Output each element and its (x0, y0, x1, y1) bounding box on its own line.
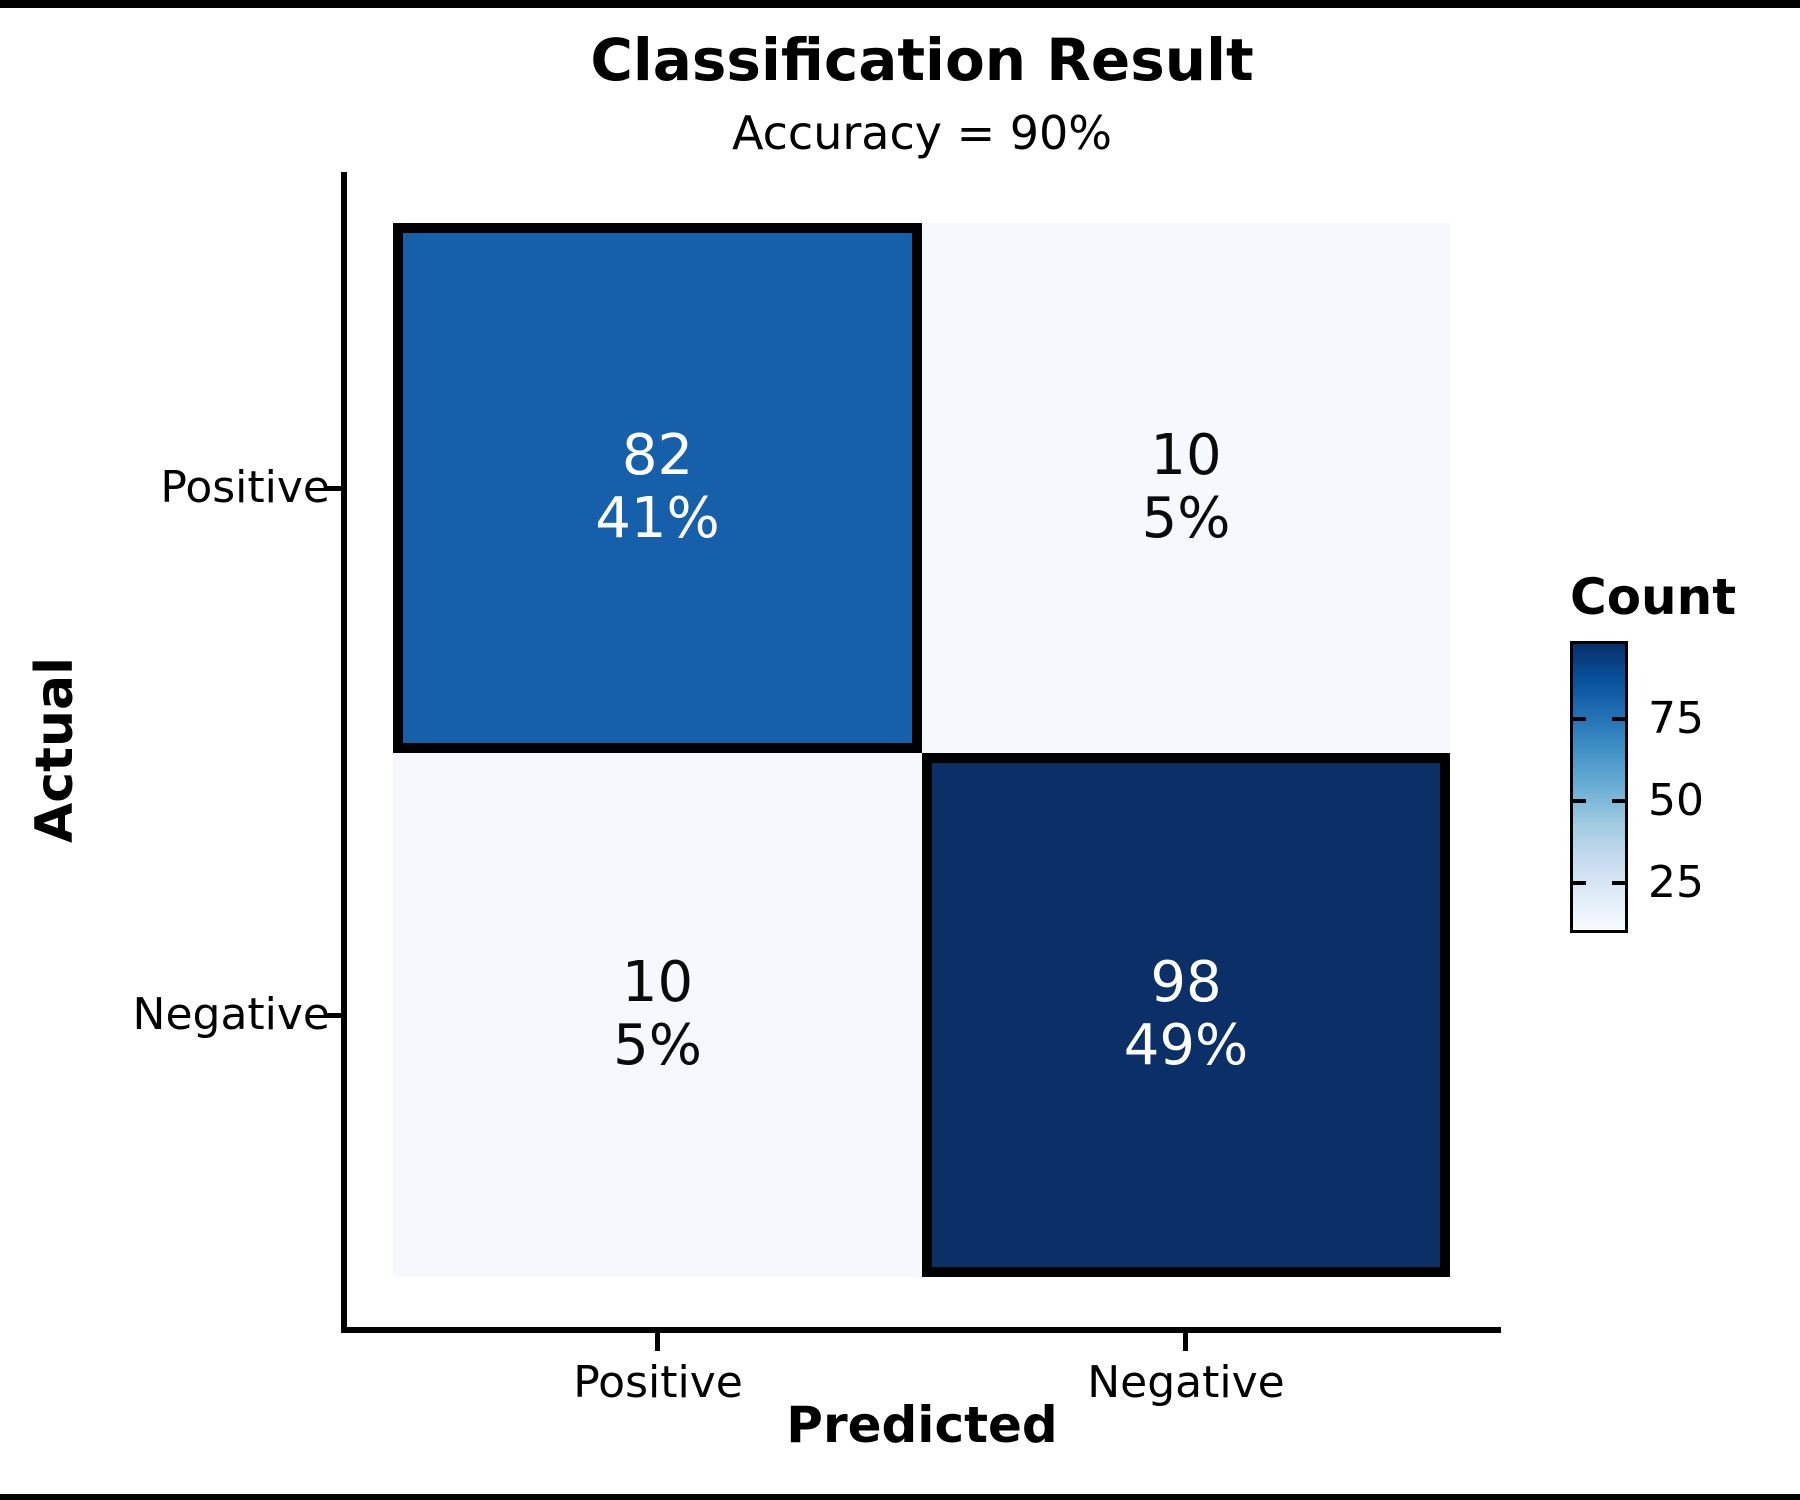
x-axis-line (341, 1327, 1501, 1333)
top-letterbox-bar (0, 0, 1800, 8)
x-axis-tick-positive (655, 1333, 660, 1351)
colorbar-label-50: 50 (1648, 775, 1704, 826)
cell-actual-negative-predicted-positive: 10 5% (393, 753, 922, 1277)
colorbar-tick-75-right (1612, 717, 1625, 721)
colorbar-tick-50-right (1612, 799, 1625, 803)
y-axis-title: Actual (25, 657, 85, 843)
cell-percent: 5% (1141, 486, 1231, 551)
colorbar-tick-50-left (1573, 799, 1586, 803)
legend-title: Count (1570, 568, 1737, 626)
y-tick-label-positive: Positive (160, 462, 330, 513)
cell-actual-positive-predicted-negative: 10 5% (922, 223, 1450, 753)
cell-percent: 49% (1123, 1013, 1249, 1078)
colorbar-label-75: 75 (1648, 693, 1704, 744)
cell-count: 82 (621, 423, 694, 489)
x-axis-title: Predicted (786, 1396, 1058, 1454)
cell-count: 98 (1150, 950, 1222, 1016)
colorbar-tick-75-left (1573, 717, 1586, 721)
x-tick-label-negative: Negative (1087, 1357, 1285, 1408)
legend-colorbar (1570, 641, 1628, 933)
y-axis-line (341, 172, 347, 1330)
chart-title: Classification Result (590, 26, 1254, 94)
y-tick-label-negative: Negative (132, 989, 330, 1040)
colorbar-label-25: 25 (1648, 857, 1704, 908)
cell-percent: 5% (613, 1013, 702, 1078)
chart-subtitle: Accuracy = 90% (731, 106, 1113, 160)
cell-percent: 41% (595, 486, 720, 551)
y-axis-tick-positive (324, 486, 342, 491)
y-axis-tick-negative (324, 1013, 342, 1018)
x-tick-label-positive: Positive (573, 1357, 743, 1408)
bottom-letterbox-bar (0, 1494, 1800, 1500)
x-axis-tick-negative (1183, 1333, 1188, 1351)
colorbar-tick-25-left (1573, 881, 1586, 885)
cell-actual-positive-predicted-positive: 82 41% (393, 223, 922, 753)
cell-count: 10 (621, 950, 694, 1016)
colorbar-tick-25-right (1612, 881, 1625, 885)
cell-count: 10 (1150, 423, 1222, 489)
cell-actual-negative-predicted-negative: 98 49% (922, 753, 1450, 1277)
